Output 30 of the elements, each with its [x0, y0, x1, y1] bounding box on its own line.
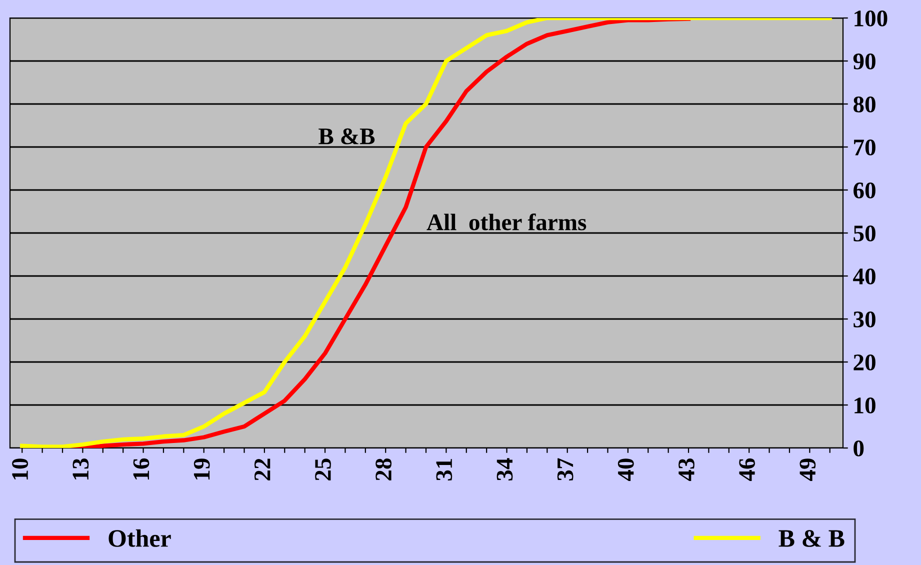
y-tick-label: 90 — [853, 53, 876, 70]
y-tick-label: 0 — [854, 440, 864, 456]
legend-label: B & B — [778, 530, 844, 547]
y-tick-label: 80 — [854, 96, 876, 112]
x-tick-label: 25 — [315, 458, 331, 480]
x-tick-label: 46 — [739, 458, 756, 482]
y-tick-label: 40 — [853, 268, 876, 284]
x-tick-label: 28 — [376, 458, 392, 480]
x-tick-label: 34 — [496, 458, 513, 480]
x-tick-label: 43 — [678, 458, 694, 482]
x-tick-label: 37 — [557, 458, 574, 480]
y-tick-label: 100 — [854, 10, 888, 26]
x-tick-label: 49 — [800, 458, 816, 482]
x-tick-label: 31 — [436, 458, 452, 480]
y-tick-label: 60 — [854, 182, 876, 198]
line-series — [20, 18, 832, 448]
y-tick-label: 10 — [854, 397, 876, 414]
x-tick-label: 40 — [618, 458, 634, 482]
y-tick-label: 20 — [854, 354, 876, 370]
legend-label: Other — [108, 529, 171, 547]
y-tick-label: 70 — [854, 139, 876, 156]
y-tick-label: 50 — [854, 225, 876, 242]
y-tick-label: 30 — [854, 311, 876, 328]
x-tick-label: 22 — [254, 458, 270, 480]
x-tick-label: 16 — [133, 458, 150, 480]
x-tick-label: 13 — [72, 458, 89, 480]
x-tick-label: 10 — [12, 458, 28, 480]
x-tick-label: 19 — [194, 458, 210, 480]
annotation: All other farms — [426, 213, 586, 230]
annotation: B &B — [318, 128, 375, 144]
